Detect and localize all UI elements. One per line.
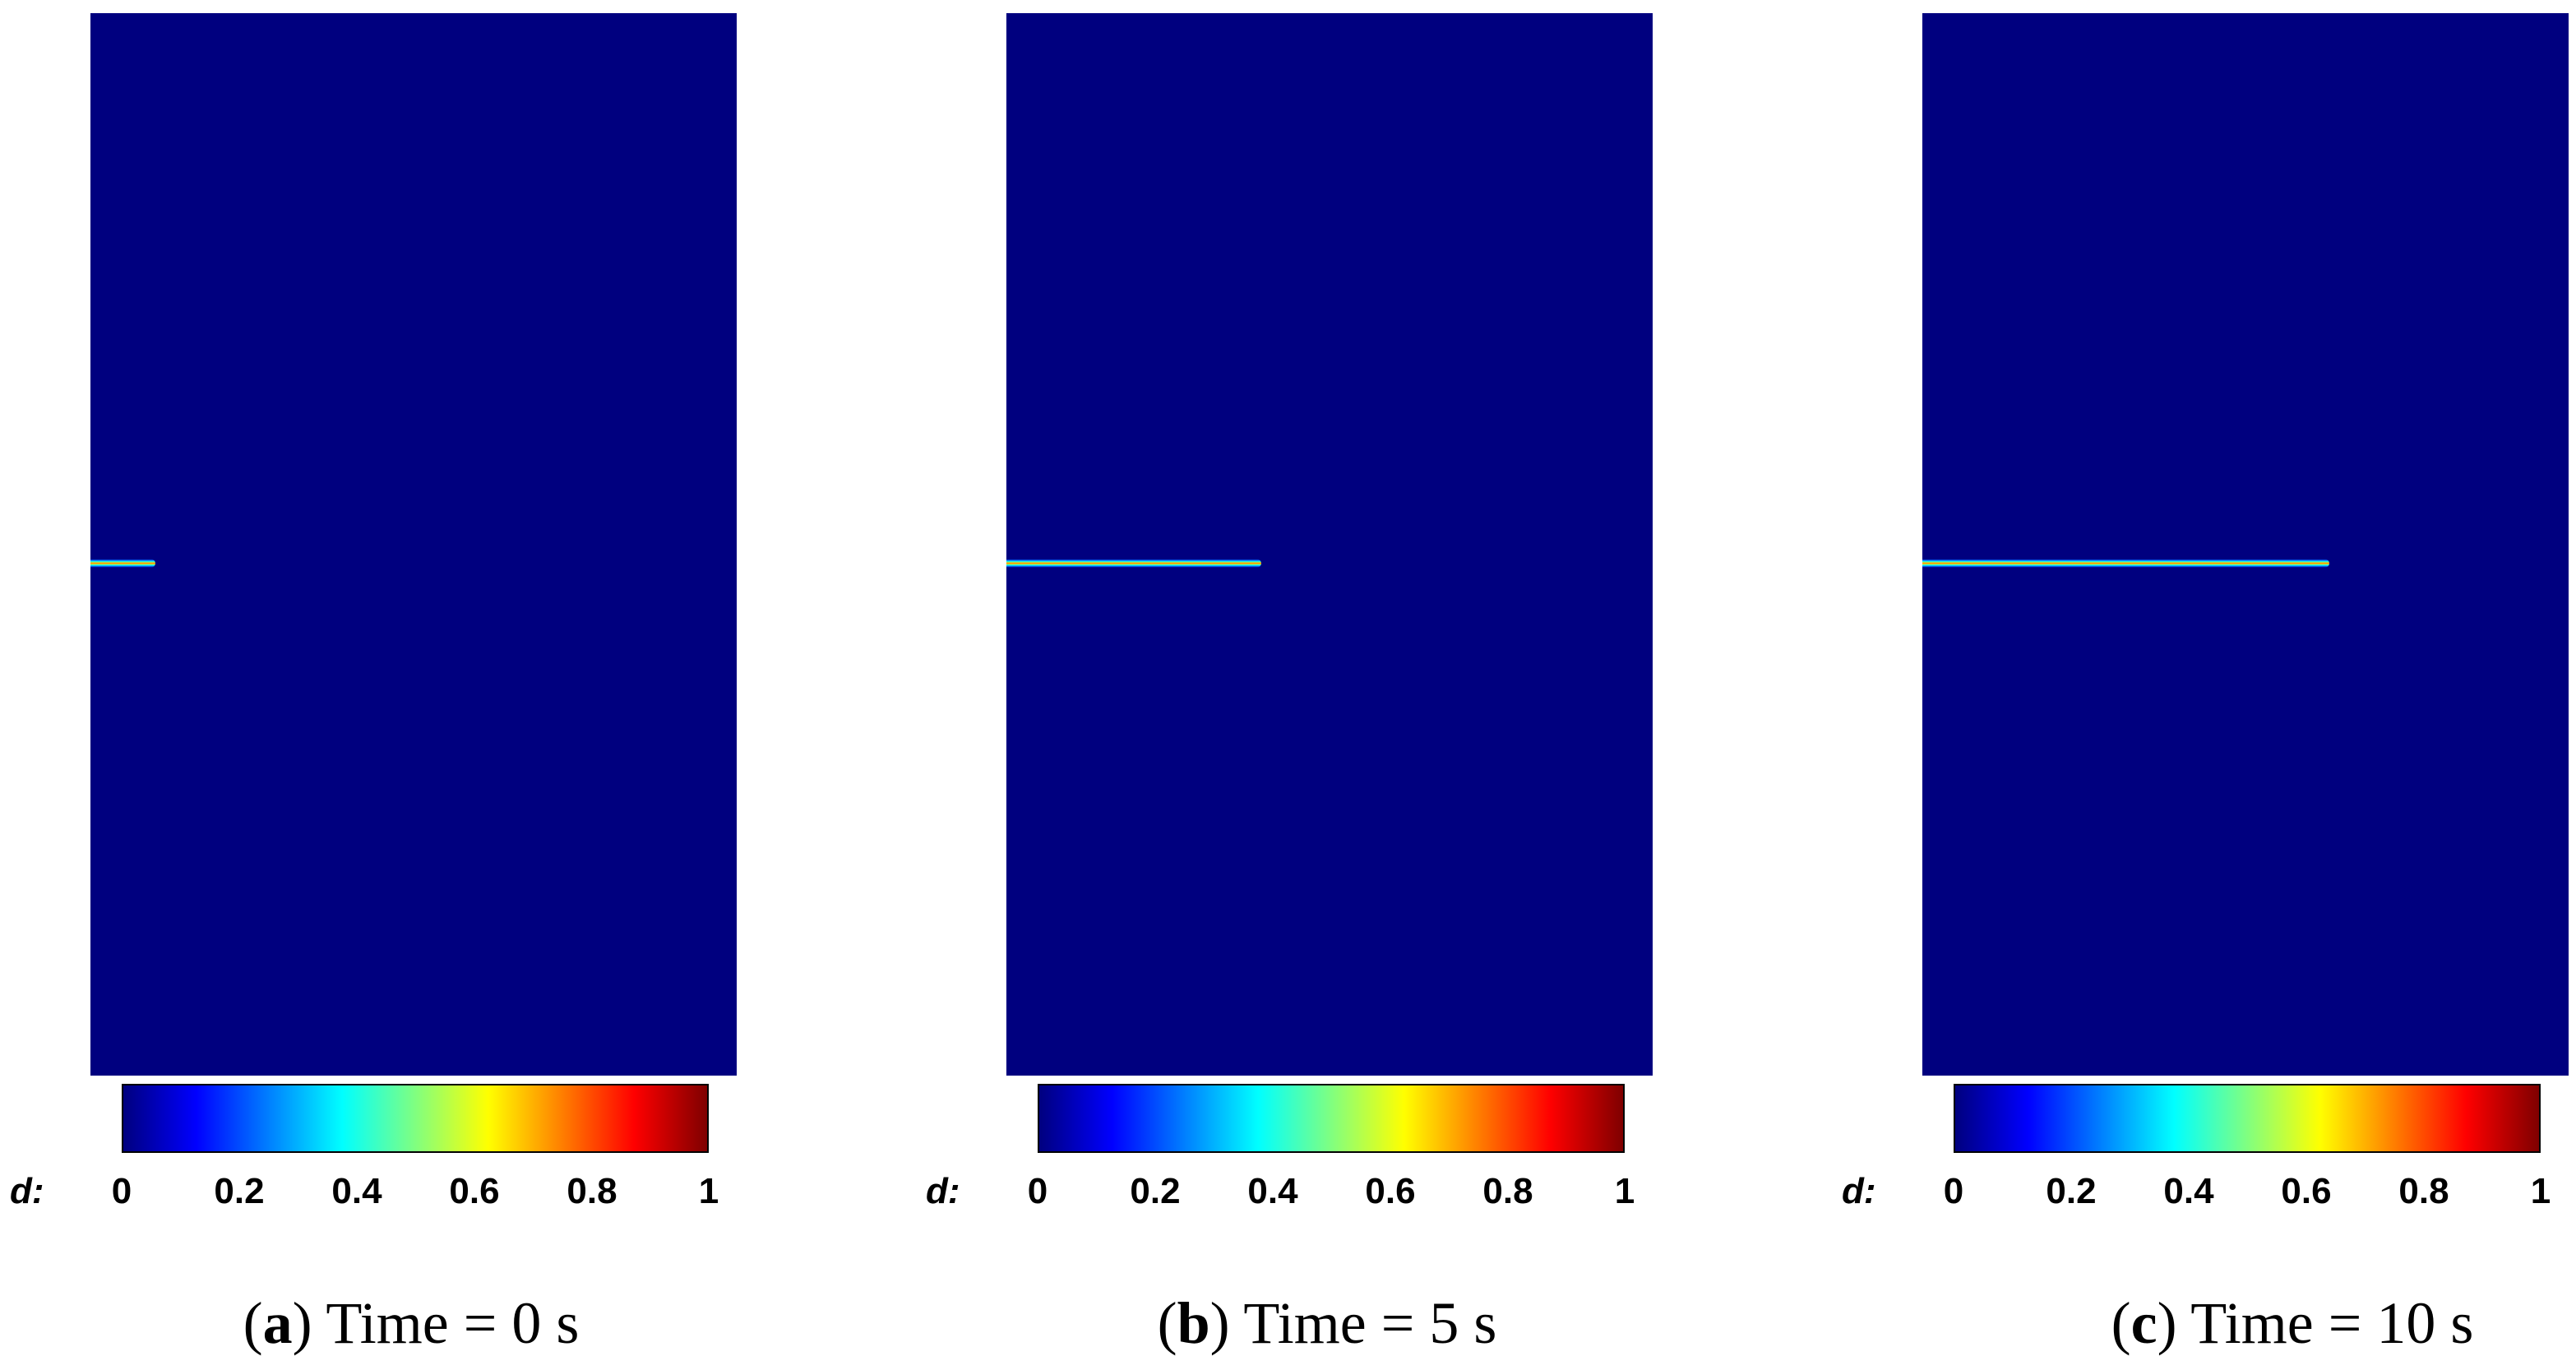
colorbar-tick: 1	[1614, 1171, 1635, 1211]
colorbar-tick: 0.6	[2281, 1171, 2332, 1211]
crack-band	[90, 559, 155, 567]
damage-field-plot	[90, 13, 737, 1076]
colorbar	[122, 1084, 709, 1153]
colorbar-tick: 0	[111, 1171, 132, 1211]
colorbar-tick: 0	[1943, 1171, 1964, 1211]
colorbar-tick: 0.4	[1247, 1171, 1298, 1211]
panel-c: d: 0 0.2 0.4 0.6 0.8 1 (c) Time = 10 s	[1832, 0, 2576, 1370]
crack-band	[1006, 559, 1262, 567]
panel-caption-text: Time = 10 s	[2190, 1290, 2474, 1356]
panel-letter: b	[1177, 1290, 1210, 1356]
panel-caption-text: Time = 0 s	[326, 1290, 580, 1356]
colorbar-tick: 1	[698, 1171, 719, 1211]
colorbar	[1038, 1084, 1625, 1153]
damage-field-plot	[1006, 13, 1653, 1076]
damage-field-plot	[1922, 13, 2569, 1076]
panel-letter: c	[2130, 1290, 2157, 1356]
colorbar-tick: 0.2	[214, 1171, 265, 1211]
panel-caption: (a) Time = 0 s	[243, 1290, 580, 1356]
panel-caption: (c) Time = 10 s	[2111, 1290, 2474, 1356]
colorbar-tick: 0.8	[2398, 1171, 2449, 1211]
colorbar-tick: 0	[1027, 1171, 1048, 1211]
colorbar-tick: 0.8	[567, 1171, 617, 1211]
colorbar-variable-label: d:	[1842, 1171, 1876, 1211]
colorbar-tick: 0.2	[1130, 1171, 1181, 1211]
colorbar-tick: 0.6	[1365, 1171, 1416, 1211]
panel-letter: a	[262, 1290, 293, 1356]
panel-caption: (b) Time = 5 s	[1157, 1290, 1497, 1356]
crack-band	[1922, 559, 2330, 567]
colorbar-variable-label: d:	[10, 1171, 44, 1211]
colorbar-tick: 0.6	[449, 1171, 500, 1211]
panel-caption-text: Time = 5 s	[1243, 1290, 1497, 1356]
colorbar-tick: 0.8	[1482, 1171, 1533, 1211]
colorbar	[1954, 1084, 2541, 1153]
colorbar-tick: 0.4	[2163, 1171, 2214, 1211]
colorbar-tick: 0.4	[331, 1171, 382, 1211]
panel-a: d: 0 0.2 0.4 0.6 0.8 1 (a) Time = 0 s	[0, 0, 872, 1370]
panel-b: d: 0 0.2 0.4 0.6 0.8 1 (b) Time = 5 s	[916, 0, 1787, 1370]
colorbar-tick: 1	[2530, 1171, 2551, 1211]
colorbar-tick: 0.2	[2046, 1171, 2097, 1211]
colorbar-variable-label: d:	[926, 1171, 960, 1211]
